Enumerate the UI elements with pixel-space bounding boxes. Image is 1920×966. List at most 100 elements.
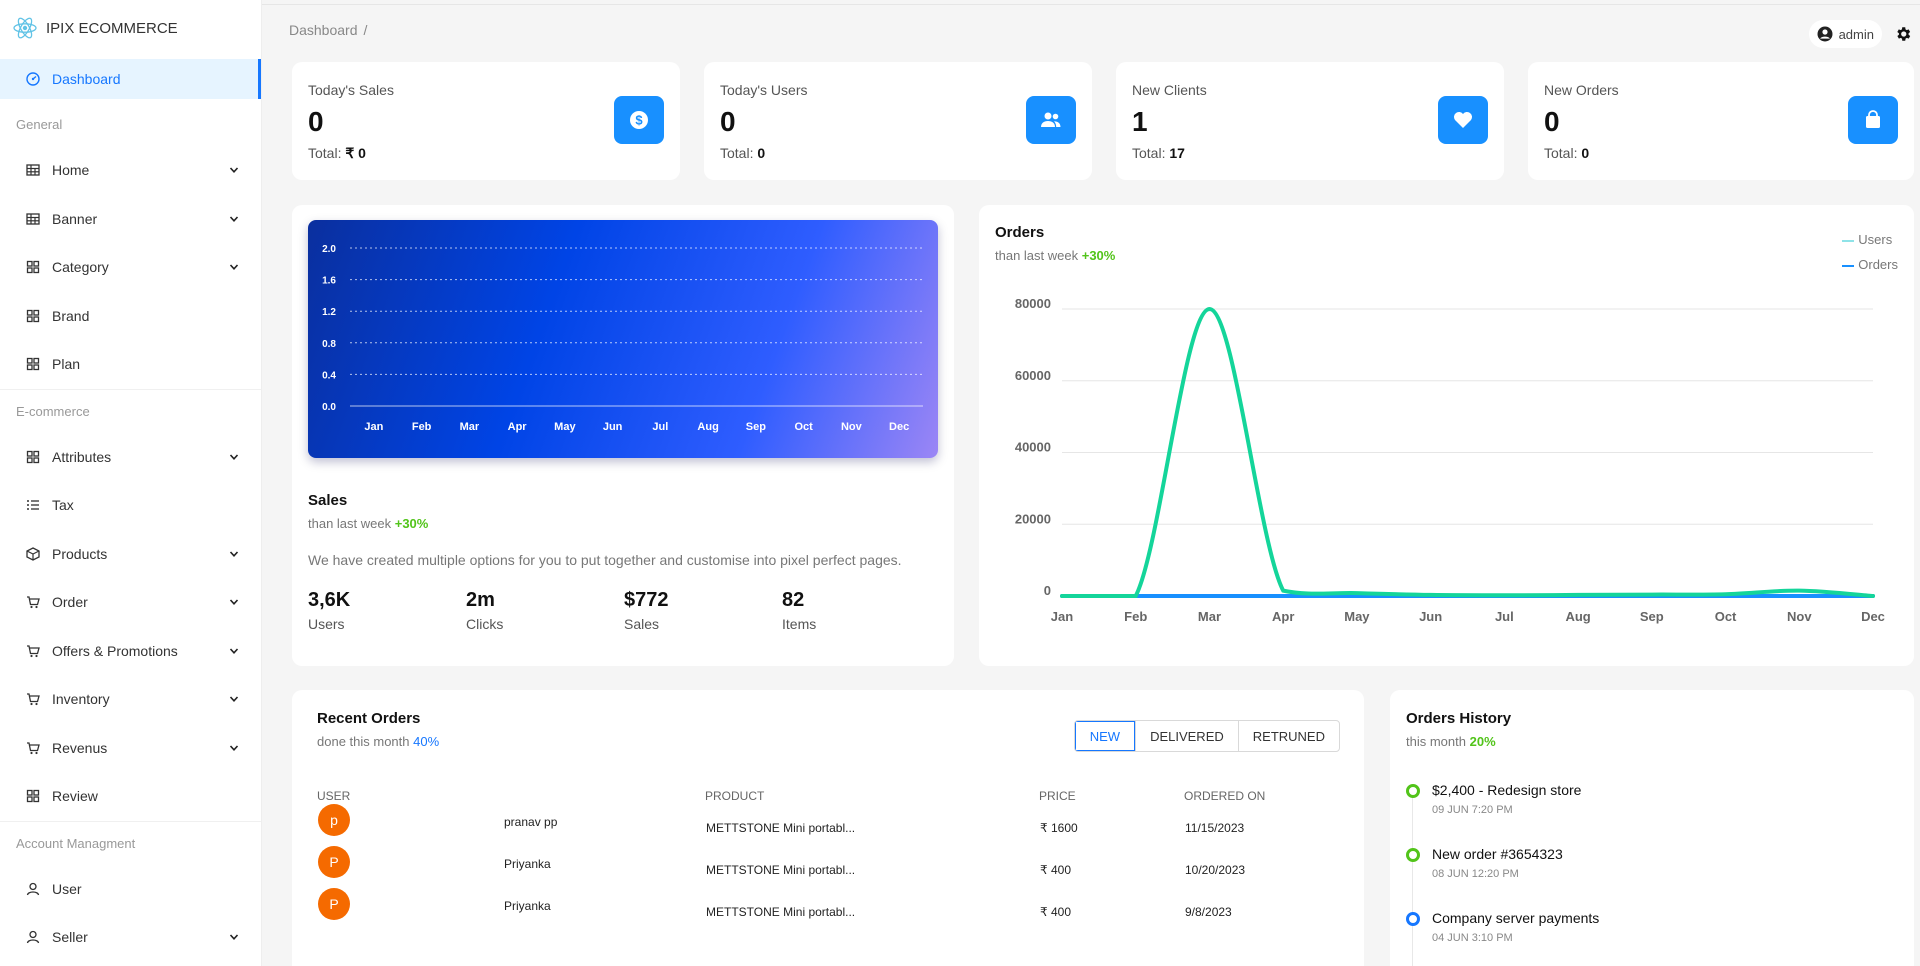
sidebar-item-inventory[interactable]: Inventory <box>0 675 261 724</box>
orders-history-subtitle-text: this month <box>1406 734 1466 749</box>
x-tick-label: Jun <box>1419 609 1442 624</box>
gear-icon[interactable] <box>1894 25 1912 43</box>
chevron-down-icon <box>229 696 239 703</box>
grid-icon <box>26 450 40 463</box>
column-header-product[interactable]: PRODUCT <box>705 789 765 803</box>
x-tick-label: Sep <box>1640 609 1664 624</box>
legend-label: Users <box>1858 232 1893 247</box>
table-icon <box>26 164 40 176</box>
sidebar-item-products[interactable]: Products <box>0 530 261 579</box>
username: admin <box>1838 26 1874 42</box>
svg-text:$: $ <box>635 113 643 128</box>
timeline-dot <box>1406 784 1420 798</box>
cart-icon <box>27 596 40 609</box>
sidebar-item-revenus[interactable]: Revenus <box>0 724 261 773</box>
x-tick-label: Jan <box>364 421 383 433</box>
sidebar-group-title: E-commerce <box>0 388 261 433</box>
list-icon <box>27 500 39 511</box>
chevron-down-icon <box>229 216 239 222</box>
stat-total-value: 0 <box>757 145 766 161</box>
x-tick-label: Mar <box>460 421 480 433</box>
x-tick-label: Mar <box>1198 609 1221 624</box>
table-icon <box>26 213 40 225</box>
sidebar-nav: General Home Banner Category Brand Plan E-comm… <box>0 102 261 962</box>
legend-item-orders[interactable]: Orders <box>1842 252 1898 277</box>
x-tick-label: Apr <box>1272 609 1294 624</box>
filter-tab-delivered[interactable]: DELIVERED <box>1135 721 1238 751</box>
sidebar-item-seller[interactable]: Seller <box>0 913 261 962</box>
timeline-dot <box>1406 848 1420 862</box>
grid-icon <box>26 261 40 274</box>
heart-icon <box>1454 112 1472 128</box>
sales-chart: 0.0 0.4 0.8 1.2 1.6 2.0 Jan Feb Mar Apr May Jun Jul A… <box>308 220 938 458</box>
y-tick-label: 0.0 <box>322 402 336 413</box>
cart-icon <box>27 742 40 754</box>
legend-item-users[interactable]: Users <box>1842 227 1898 252</box>
table-row[interactable]: P Priyanka METTSTONE Mini portabl... ₹ 400 9… <box>292 888 1364 938</box>
order-product[interactable]: METTSTONE Mini portabl... <box>706 905 856 919</box>
stat-title: New Clients <box>1132 82 1207 98</box>
x-tick-label: May <box>554 421 576 433</box>
orders-title: Orders <box>995 224 1045 241</box>
y-tick-label: 60000 <box>1015 368 1051 383</box>
stat-badge <box>1438 96 1488 144</box>
x-tick-label: Jul <box>652 421 668 433</box>
timeline-date: 04 JUN 3:10 PM <box>1432 932 1513 944</box>
series-line-users[interactable] <box>1060 306 1875 598</box>
x-tick-label: Feb <box>1124 609 1147 624</box>
sidebar-item-plan[interactable]: Plan <box>0 340 261 389</box>
order-date: 9/8/2023 <box>1185 905 1232 919</box>
brand-name: IPIX ECOMMERCE <box>46 19 178 37</box>
grid-icon <box>26 309 40 322</box>
stat-total-label: Total: <box>1544 145 1578 161</box>
column-header-ordered-on[interactable]: ORDERED ON <box>1184 789 1266 803</box>
x-tick-label: Nov <box>1787 609 1812 624</box>
stat-total: Total: 0 <box>720 145 765 161</box>
sidebar-item-banner[interactable]: Banner <box>0 195 261 244</box>
filter-tab-returned[interactable]: RETRUNED <box>1237 721 1339 751</box>
order-product[interactable]: METTSTONE Mini portabl... <box>706 821 856 835</box>
y-tick-label: 0.8 <box>322 339 336 350</box>
sidebar-item-category[interactable]: Category <box>0 243 261 292</box>
sidebar-item-tax[interactable]: Tax <box>0 481 261 530</box>
brand[interactable]: IPIX ECOMMERCE <box>0 0 261 56</box>
recent-orders-card: Recent Orders done this month 40% NEW DE… <box>292 690 1364 966</box>
kpi-sales: $772 Sales <box>624 589 669 632</box>
dollar-icon: $ <box>630 111 648 129</box>
sidebar-item-order[interactable]: Order <box>0 578 261 627</box>
table-row[interactable]: p pranav pp METTSTONE Mini portabl... ₹ 160… <box>292 804 1364 854</box>
kpi-value: $772 <box>624 589 669 611</box>
kpi-value: 3,6K <box>308 589 351 611</box>
sidebar-item-home[interactable]: Home <box>0 146 261 195</box>
chevron-down-icon <box>229 934 239 941</box>
table-row[interactable]: P Priyanka METTSTONE Mini portabl... ₹ 400 1… <box>292 846 1364 896</box>
filter-tab-new[interactable]: NEW <box>1074 721 1136 751</box>
sidebar-item-brand[interactable]: Brand <box>0 292 261 341</box>
order-product[interactable]: METTSTONE Mini portabl... <box>706 863 856 877</box>
x-tick-label: Dec <box>889 421 909 433</box>
breadcrumb: Dashboard / <box>289 22 367 38</box>
sidebar-item-dashboard[interactable]: Dashboard <box>0 59 261 99</box>
sidebar-item-offers-promotions[interactable]: Offers & Promotions <box>0 627 261 676</box>
column-header-price[interactable]: PRICE <box>1039 789 1076 803</box>
sidebar-item-review[interactable]: Review <box>0 772 261 821</box>
kpi-value: 82 <box>782 589 805 611</box>
breadcrumb-separator: / <box>363 22 368 38</box>
stat-total-label: Total: <box>1132 145 1166 161</box>
sidebar-item-attributes[interactable]: Attributes <box>0 433 261 482</box>
chevron-down-icon <box>229 167 239 174</box>
y-tick-label: 1.6 <box>322 276 336 287</box>
stat-value: 1 <box>1132 106 1148 137</box>
sidebar-item-label: Brand <box>52 307 90 324</box>
top-bar: Dashboard / admin <box>262 0 1920 62</box>
sidebar-item-label: Plan <box>52 356 81 373</box>
orders-subtitle: than last week +30% <box>995 248 1115 263</box>
breadcrumb-item-dashboard[interactable]: Dashboard <box>289 22 358 38</box>
sales-description: We have created multiple options for you… <box>308 552 902 568</box>
stat-total-value: 0 <box>1581 145 1590 161</box>
sales-subtitle: than last week +30% <box>308 516 428 531</box>
column-header-user[interactable]: USER <box>317 789 351 803</box>
user-menu[interactable]: admin <box>1808 20 1882 48</box>
sidebar-item-user[interactable]: User <box>0 865 261 914</box>
order-filter-tabs: NEW DELIVERED RETRUNED <box>1073 720 1340 752</box>
